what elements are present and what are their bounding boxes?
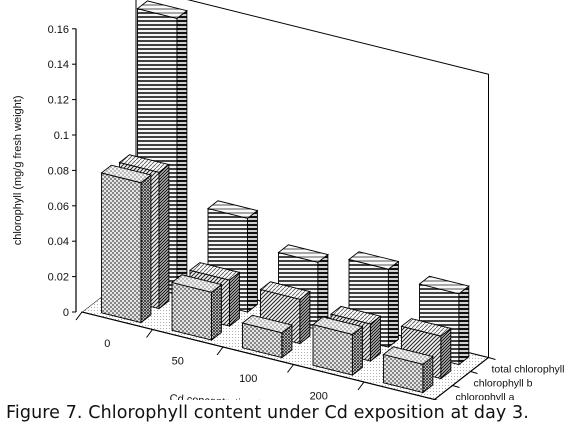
y-tick-label: 0.12 xyxy=(48,95,69,107)
x-tick-label: 50 xyxy=(172,355,184,367)
bar-top-face xyxy=(311,316,364,335)
bar-a-200 xyxy=(311,316,364,377)
y-tick-label: 0.1 xyxy=(54,130,69,142)
bar-side-face xyxy=(387,260,399,349)
bar-top-face xyxy=(188,262,241,281)
bar-side-face xyxy=(351,325,363,377)
bar-a-100 xyxy=(241,314,293,359)
bar-a-50 xyxy=(170,274,223,342)
depth-tick-mark xyxy=(452,385,460,388)
bar-top-face xyxy=(206,200,259,219)
bar-side-face xyxy=(229,271,240,328)
chart-3d-bar: 0 0.02 0.04 0.06 0.08 0.1 0.12 0.14 0.16 chloroph… xyxy=(12,0,564,400)
x-tick-label: 200 xyxy=(310,390,328,400)
series-label: chlorophyll a xyxy=(456,392,515,401)
x-tick-mark xyxy=(216,346,224,356)
depth-tick-mark xyxy=(488,357,496,360)
bar-side-face xyxy=(176,9,188,296)
bar-top-face xyxy=(170,274,223,293)
x-tick-mark xyxy=(75,311,83,321)
bar-side-face xyxy=(458,285,470,366)
series-label: total chlorophyll xyxy=(492,364,565,376)
bar-top-face xyxy=(347,251,400,270)
bar-top-face xyxy=(329,305,382,325)
bar-side-face xyxy=(247,209,258,314)
bar-a-0 xyxy=(100,164,152,324)
bar-top-face xyxy=(259,281,311,300)
bar-top-face xyxy=(400,318,452,337)
bar-top-face xyxy=(241,314,293,334)
depth-tick-mark xyxy=(470,371,478,374)
bar-top-face xyxy=(118,154,170,173)
bar-a-300 xyxy=(382,346,434,394)
bar-side-face xyxy=(140,174,152,324)
y-tick-label: 0.16 xyxy=(48,24,69,36)
x-tick-mark xyxy=(287,364,294,373)
x-tick-label: 0 xyxy=(104,338,110,350)
y-axis-title: chlorophyll (mg/g fresh weight) xyxy=(12,96,24,246)
x-axis-line xyxy=(81,311,435,400)
bar-side-face xyxy=(158,163,170,310)
bar-top-face xyxy=(136,0,188,19)
bar-top-face xyxy=(100,164,152,184)
bar-side-face xyxy=(440,327,452,380)
figure-caption: Figure 7. Chlorophyll content under Cd e… xyxy=(6,403,529,423)
bar-top-face xyxy=(382,346,434,365)
x-axis-title: Cd concentration (mg/L) xyxy=(169,393,288,400)
y-tick-label: 0.14 xyxy=(48,59,69,71)
bar-side-face xyxy=(299,290,311,345)
bar-top-face xyxy=(418,275,470,295)
axis-layer: 0 0.02 0.04 0.06 0.08 0.1 0.12 0.14 0.16 chloroph… xyxy=(12,24,564,400)
bar-top-face xyxy=(277,244,329,263)
x-tick-label: 100 xyxy=(239,373,257,385)
x-tick-mark xyxy=(357,381,365,391)
bar-side-face xyxy=(211,283,222,342)
series-label: chlorophyll b xyxy=(474,378,533,390)
y-tick-label: 0.04 xyxy=(48,236,69,248)
bar-front-face xyxy=(101,172,142,324)
y-tick-label: 0.02 xyxy=(48,272,69,284)
bars-layer xyxy=(100,0,470,394)
depth-tick-mark xyxy=(434,399,439,400)
y-tick-label: 0 xyxy=(63,307,69,319)
y-tick-label: 0.08 xyxy=(48,165,69,177)
depth-axis-line xyxy=(434,357,489,400)
x-tick-mark xyxy=(146,329,153,338)
y-tick-label: 0.06 xyxy=(48,201,69,213)
